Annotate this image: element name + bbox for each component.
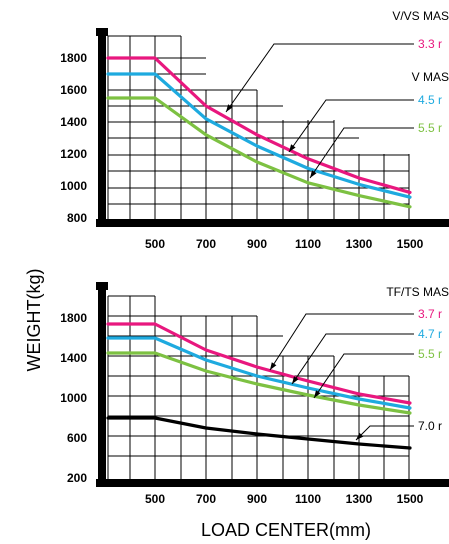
x-axis-frame bbox=[96, 219, 449, 227]
y-tick-label: 1600 bbox=[60, 83, 87, 97]
chart-header-label: TF/TS MAS bbox=[386, 285, 449, 299]
x-tick-label: 1500 bbox=[397, 237, 424, 251]
callout-arrowhead bbox=[292, 376, 299, 384]
x-tick-label: 700 bbox=[196, 237, 216, 251]
callout-leader-line bbox=[288, 99, 414, 153]
x-tick-label: 1300 bbox=[346, 237, 373, 251]
y-axis-frame bbox=[96, 282, 108, 485]
callout-arrowhead bbox=[310, 170, 317, 178]
y-tick-label: 1400 bbox=[60, 115, 87, 129]
y-tick-label: 600 bbox=[67, 431, 87, 445]
x-tick-label: 900 bbox=[247, 492, 267, 506]
y-axis-frame bbox=[96, 28, 108, 225]
y-tick-label: 1800 bbox=[60, 311, 87, 325]
callout-leader-line bbox=[269, 313, 414, 371]
x-tick-label: 700 bbox=[196, 492, 216, 506]
series-line bbox=[106, 336, 412, 410]
series-callout-label: 3.7 r bbox=[418, 307, 442, 321]
series-line bbox=[106, 96, 412, 209]
x-axis-label: LOAD CENTER(mm) bbox=[201, 520, 371, 540]
y-tick-label: 200 bbox=[67, 471, 87, 485]
callout-leader-line bbox=[355, 425, 414, 441]
series-line bbox=[106, 56, 412, 194]
callout-arrowhead bbox=[356, 432, 364, 440]
x-tick-label: 1300 bbox=[346, 492, 373, 506]
callout-arrowhead bbox=[314, 390, 321, 398]
x-tick-label: 1100 bbox=[295, 237, 321, 251]
x-axis-frame bbox=[96, 479, 449, 487]
callout-leader-line bbox=[313, 353, 414, 399]
series-callout-label: 4.5 r bbox=[418, 93, 442, 107]
callout-arrowhead bbox=[226, 104, 233, 112]
x-tick-label: 900 bbox=[247, 237, 267, 251]
y-tick-label: 1000 bbox=[60, 391, 87, 405]
series-callout-label: 5.5 r bbox=[418, 347, 442, 361]
y-tick-label: 1000 bbox=[60, 179, 87, 193]
x-tick-label: 1500 bbox=[397, 492, 424, 506]
x-tick-label: 1100 bbox=[295, 492, 321, 506]
y-tick-label: 1400 bbox=[60, 351, 87, 365]
series-callout-label: 5.5 r bbox=[418, 121, 442, 135]
chart-subheader-label: V MAS bbox=[412, 70, 449, 84]
y-axis-label: WEIGHT(kg) bbox=[24, 269, 44, 372]
lower-chart-panel: 1800 1400 1000 600 200 500 700 900 1100 1300 1500 T… bbox=[60, 282, 449, 506]
y-tick-label: 800 bbox=[67, 211, 87, 225]
upper-chart-panel: 1800 1600 1400 1200 1000 800 500 700 900 1100 1300… bbox=[60, 9, 449, 251]
series-callout-label: 3.3 r bbox=[418, 37, 442, 51]
x-tick-label: 500 bbox=[145, 237, 165, 251]
y-tick-label: 1800 bbox=[60, 51, 87, 65]
callout-arrowhead bbox=[270, 362, 277, 370]
y-tick-label: 1200 bbox=[60, 147, 87, 161]
series-callout-label: 7.0 r bbox=[418, 419, 442, 433]
callout-arrowhead bbox=[289, 144, 296, 152]
series-line bbox=[106, 351, 412, 415]
callout-leader-line bbox=[291, 333, 414, 385]
callout-leader-line bbox=[309, 127, 414, 179]
x-tick-label: 500 bbox=[145, 492, 165, 506]
callout-leader-line bbox=[225, 43, 414, 113]
series-line bbox=[106, 322, 412, 405]
series-line bbox=[106, 72, 412, 199]
series-callout-label: 4.7 r bbox=[418, 327, 442, 341]
series-line bbox=[106, 416, 412, 450]
chart-header-label: V/VS MAS bbox=[392, 9, 449, 23]
